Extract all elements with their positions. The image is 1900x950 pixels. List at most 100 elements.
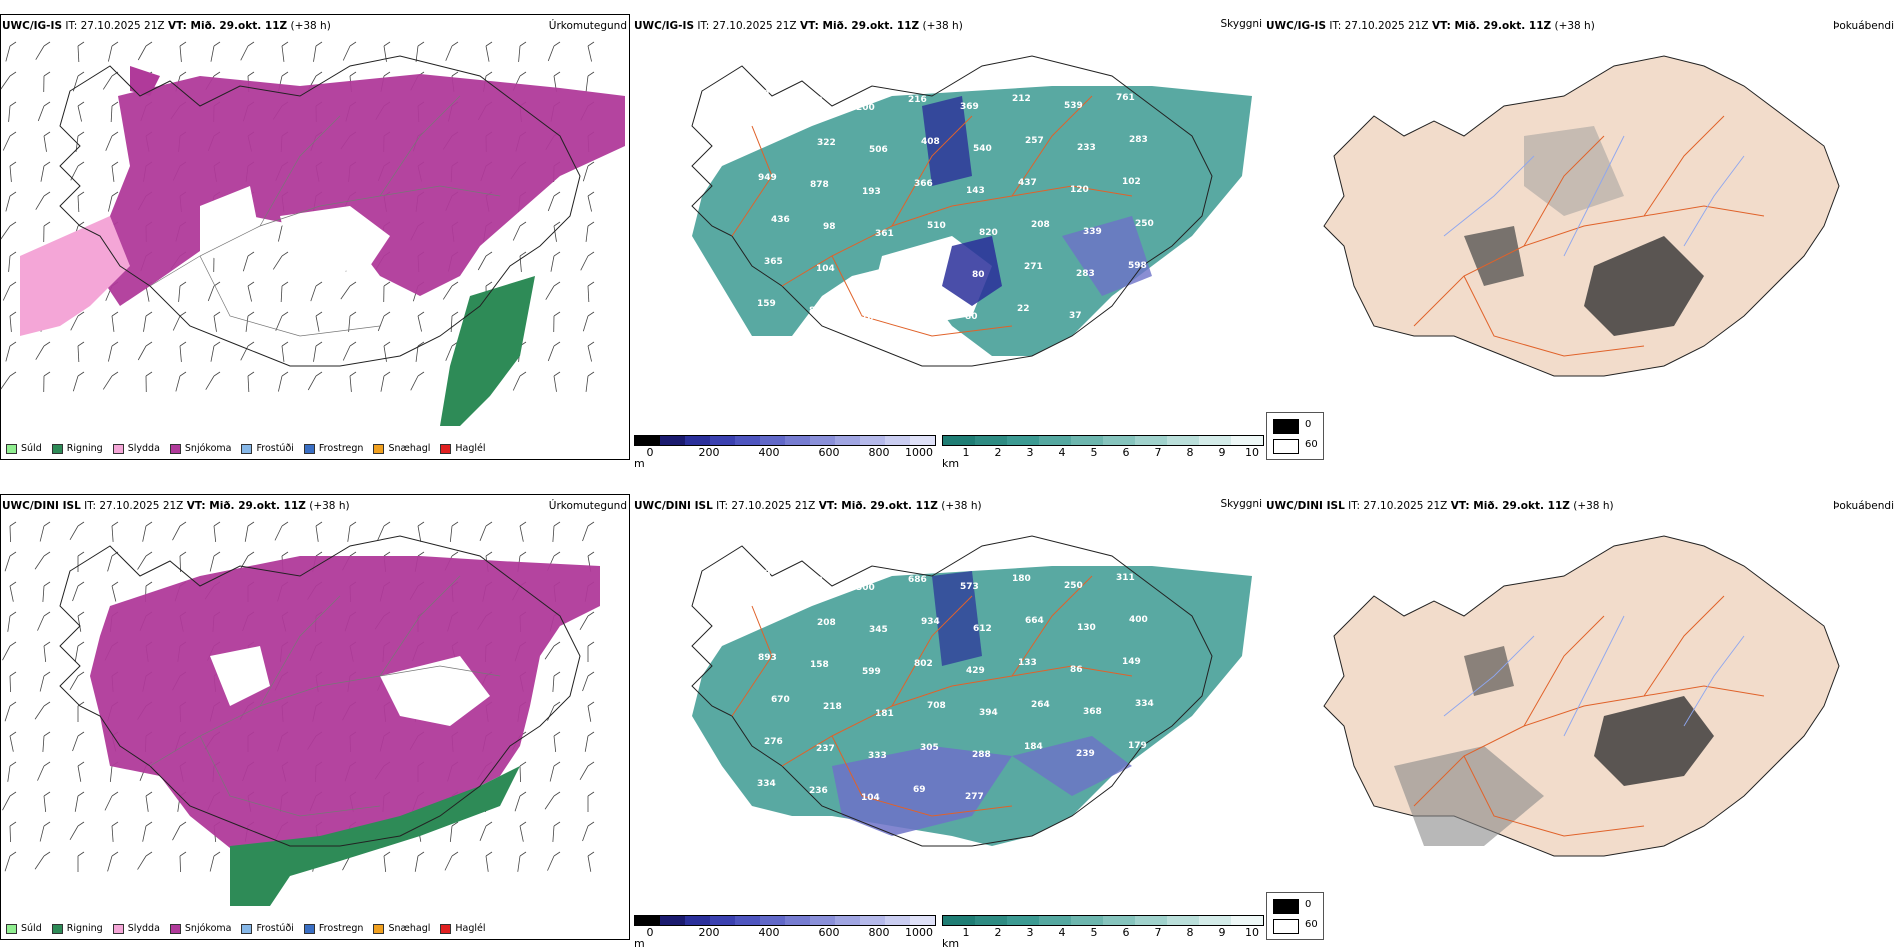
legend-label: Frostúði [256,923,294,934]
wind-barb [8,255,11,272]
wind-barb-feather [519,521,527,527]
wind-barb-feather [587,521,595,527]
cloud-base-label: 429 [966,666,985,676]
wind-barb-feather [519,371,527,377]
visibility-bar [942,915,1264,926]
roads [1413,115,1765,357]
tick-label: 0 [646,926,654,939]
height-unit: m [634,937,645,950]
wind-barb-feather [145,821,153,827]
wind-barb-feather [587,671,595,677]
wind-barb [553,225,557,242]
wind-barb-feather [145,341,153,347]
wind-barb-feather [145,551,153,557]
wind-barb-feather [213,521,221,527]
cloud-base-label: 539 [1064,101,1083,111]
wind-barb [485,855,489,872]
snow-area [90,556,600,856]
wind-barb-feather [519,851,527,857]
legend-label: Slydda [127,923,160,934]
wind-barb-feather [9,671,17,677]
tick-label: 9 [1218,446,1226,459]
cloud-base-label: 878 [810,180,829,190]
wind-barb [108,345,113,362]
product-title: Þokuábendi [1833,500,1894,512]
wind-barb [111,525,114,542]
wind-barb-feather [553,761,561,767]
roads [731,575,1133,817]
wind-barb [72,735,79,752]
wind-barb [479,525,487,541]
precip-legend: Súld Rigning Slydda Snjókoma Frostúði Fr… [3,441,489,456]
fog-key-low-label: 60 [1305,919,1318,930]
cloud-base-label: 218 [823,702,842,712]
wind-barb-feather [587,371,595,377]
wind-barb [7,765,11,782]
wind-barb [244,525,249,542]
wind-barb [415,45,419,62]
wind-barb [37,615,45,631]
wind-barb-feather [519,761,527,767]
wind-barb-feather [9,251,17,257]
wind-barb-feather [383,281,391,287]
tick-label: 9 [1218,926,1226,939]
tick-label: 1000 [905,446,933,459]
cloud-base-label: 158 [810,660,829,670]
wind-barb [9,675,11,693]
legend-item: Súld [6,443,42,454]
valid-time: VT: Mið. 29.okt. 11Z [1450,500,1570,512]
cloud-base-label: 51 [913,305,926,315]
wind-barb-feather [77,311,85,317]
wind-barb-feather [43,611,51,617]
cloud-base-label: 540 [973,144,992,154]
cloud-base-label: 761 [1116,93,1135,103]
wind-barb-feather [281,71,289,77]
wind-barb [77,765,82,782]
height-ticks: m 0 200 400 600 800 1000 [634,926,934,950]
wind-barb [579,615,589,631]
wind-barb [178,285,181,302]
wind-barb-feather [9,341,17,347]
wind-barb [42,735,45,752]
cloud-base-label: 599 [862,667,881,677]
fog-key-high-label: 0 [1305,419,1312,430]
wind-barb-feather [587,701,595,707]
wind-barb [142,525,147,542]
cloud-base-labels: 333 278 500 686 573 180 250 311 366 208 345 934 612 6… [752,569,1154,803]
wind-barb-feather [553,701,561,707]
wind-barb-feather [485,551,493,557]
wind-barb-feather [43,131,51,137]
land-clear-2 [200,186,260,266]
cloud-base-label: 408 [921,137,940,147]
wind-barb-feather [145,371,153,377]
legend-label: Súld [21,923,42,934]
wind-barb [210,45,215,62]
tick-label: 4 [1058,446,1066,459]
tick-label: 800 [868,446,890,459]
wind-barb [414,855,419,872]
tick-label: 8 [1186,926,1194,939]
wind-barb-feather [77,161,85,167]
wind-barb-feather [587,821,595,827]
wind-barb [307,375,317,391]
wind-barb-feather [349,341,357,347]
legend-label: Snjókoma [184,443,232,454]
wind-barb-feather [587,641,595,647]
product-title: Skyggni [1220,18,1263,30]
cloud-base-label: 441 [752,89,771,99]
tick-label: 4 [1058,926,1066,939]
wind-barb-feather [9,731,17,737]
wind-barb-feather [9,581,17,587]
wind-barb-feather [519,221,527,227]
wind-barb [587,855,592,872]
wind-barb-feather [281,41,289,47]
wind-barb [348,315,351,332]
wind-barb-feather [179,71,187,77]
wind-barb [0,375,11,390]
roads [1413,595,1765,837]
wind-barb-feather [587,251,595,257]
wind-barb-feather [43,821,51,827]
tick-label: 800 [868,926,890,939]
lead-time: (+38 h) [309,500,350,512]
wind-barb [0,75,11,90]
